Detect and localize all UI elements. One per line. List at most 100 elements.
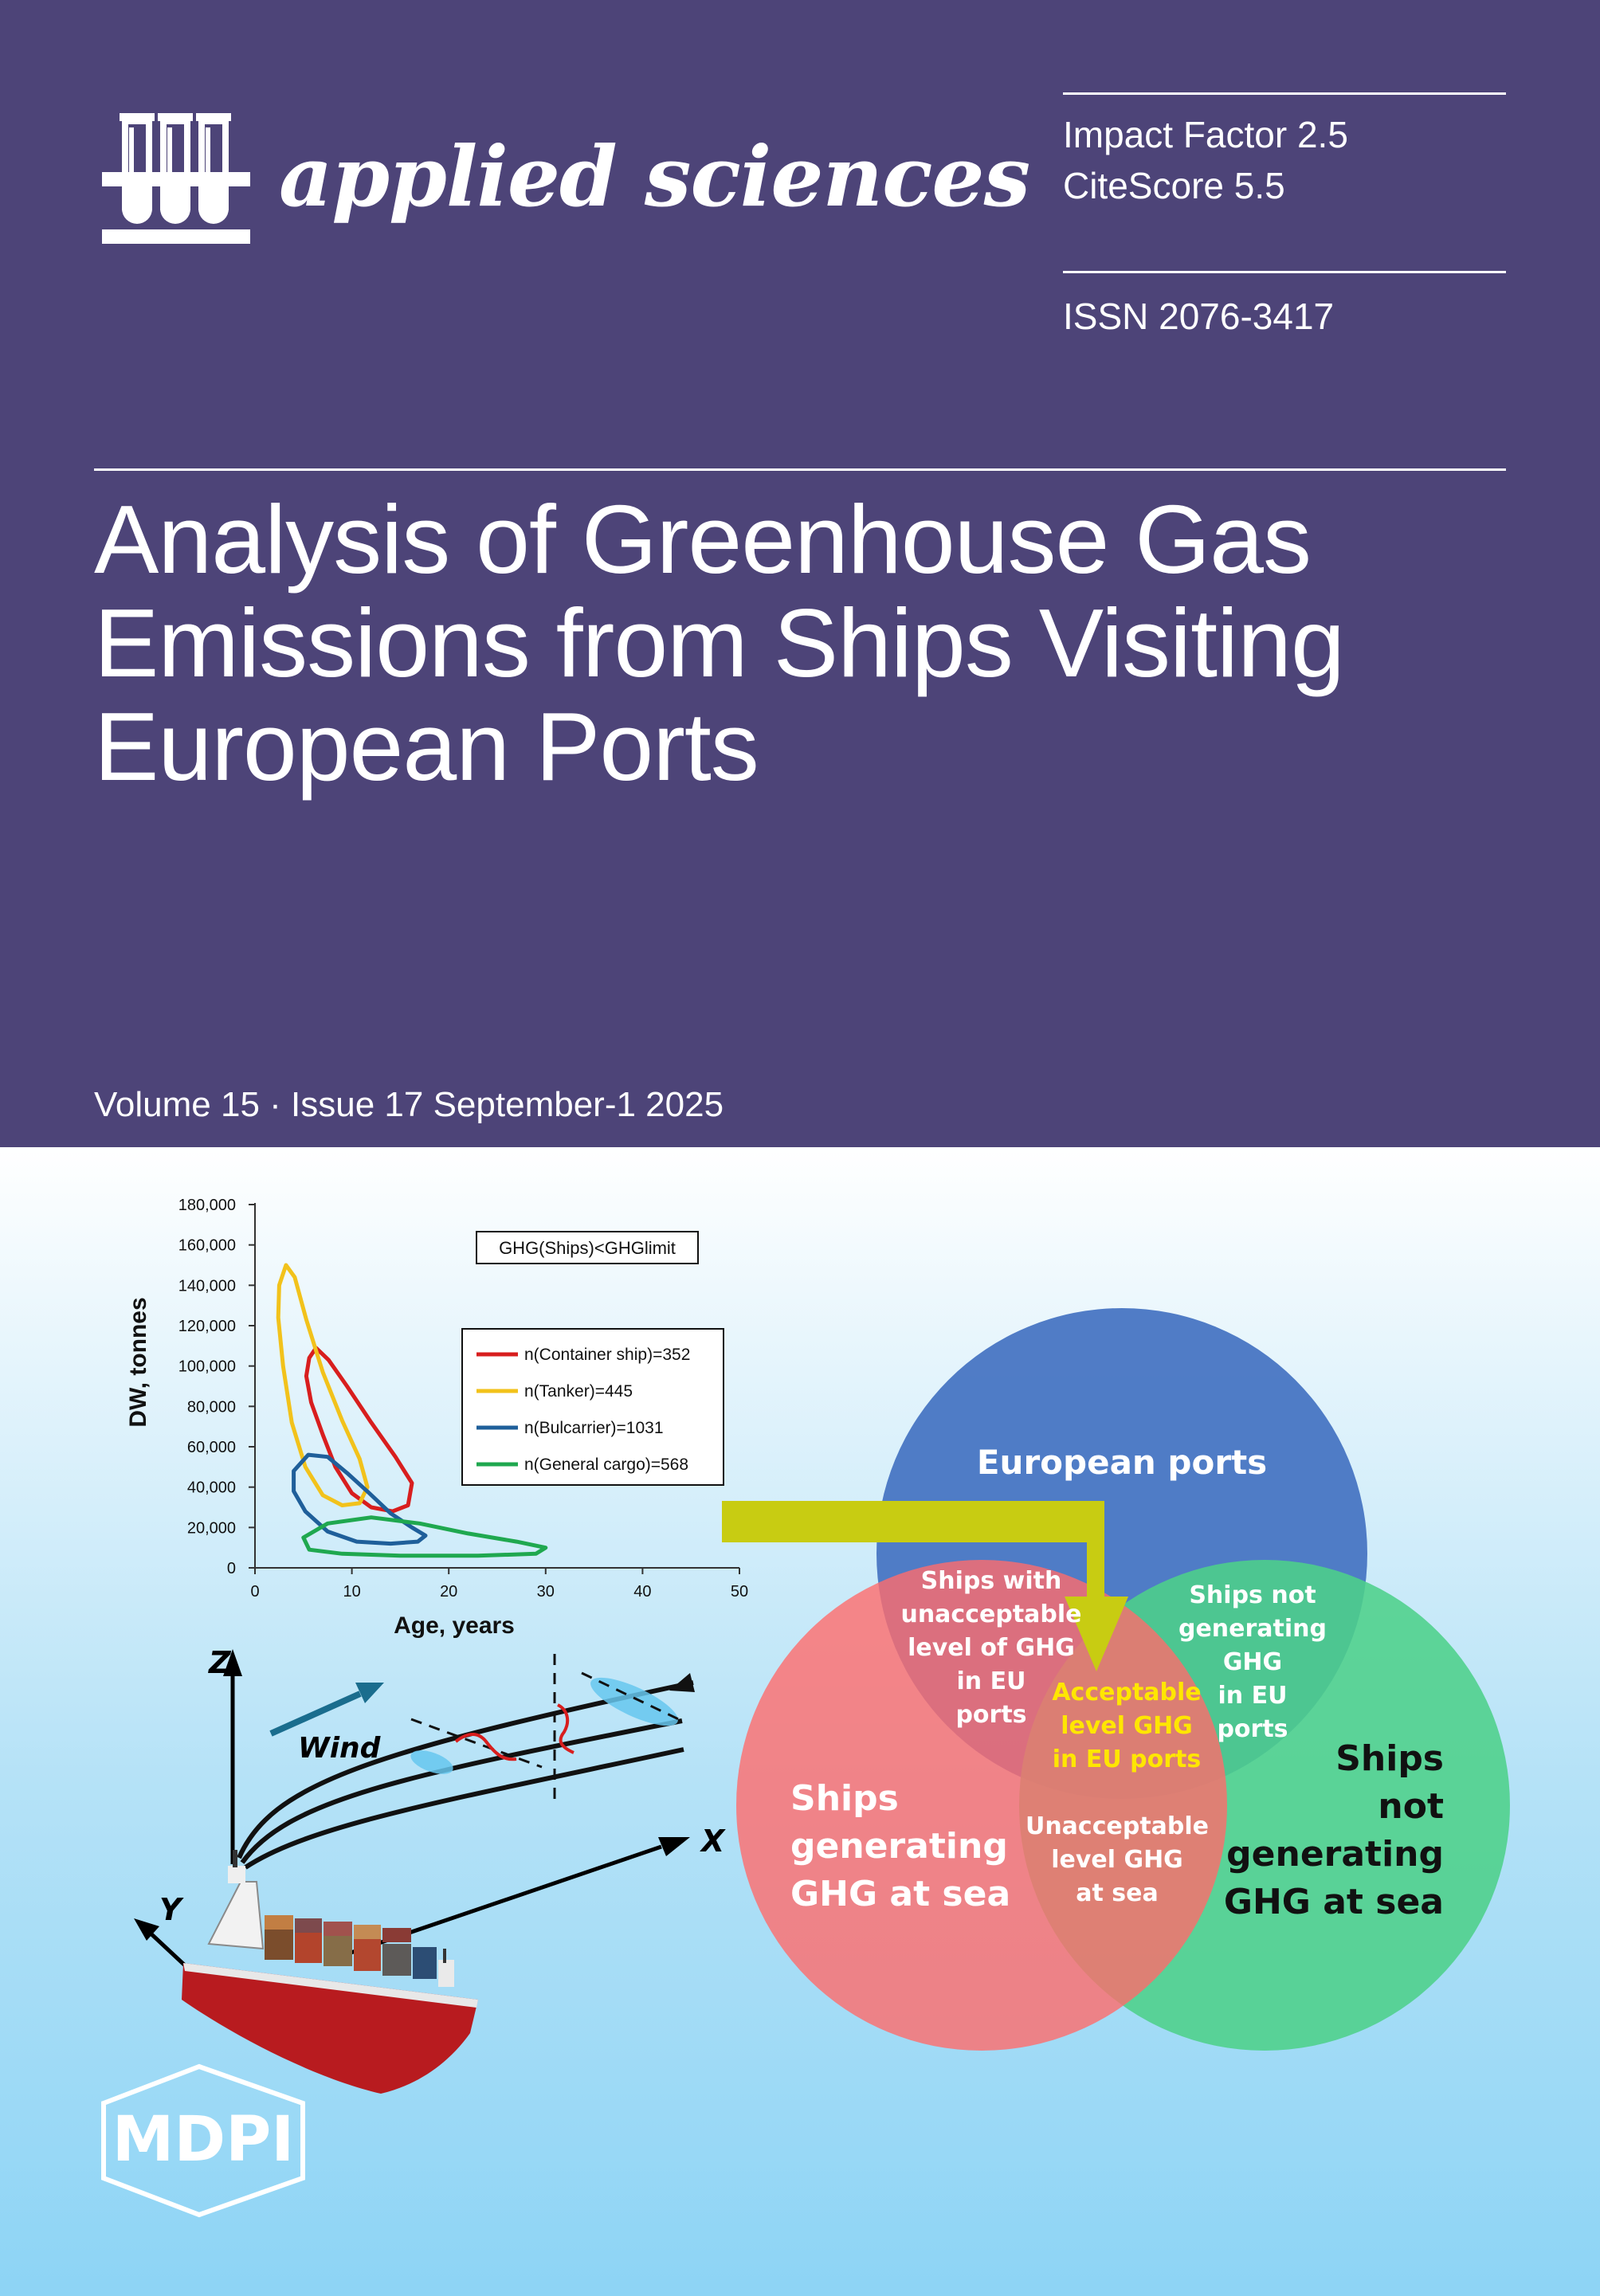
journal-name: applied sciences <box>279 127 1030 225</box>
venn-text-line: GHG at sea <box>790 1874 1010 1914</box>
x-tick-label: 50 <box>731 1583 748 1601</box>
y-arrow-icon <box>134 1918 159 1941</box>
venn-text-line: level of GHG <box>908 1634 1075 1662</box>
x-tick-label: 30 <box>537 1583 555 1601</box>
y-axis-label: DW, tonnes <box>125 1297 151 1427</box>
plume-line <box>244 1747 684 1870</box>
plume-line <box>237 1680 694 1859</box>
mdpi-hexagon-icon <box>101 2063 305 2218</box>
publisher-name: MDPI <box>112 2104 295 2176</box>
y-tick-label: 40,000 <box>187 1479 236 1497</box>
y-tick-label: 140,000 <box>178 1277 236 1295</box>
issue-info: Volume 15 · Issue 17 September-1 2025 <box>94 1085 724 1124</box>
venn-text-line: Unacceptable <box>1025 1812 1209 1840</box>
y-tick-label: 180,000 <box>178 1197 236 1214</box>
legend-label: n(Bulcarrier)=1031 <box>524 1419 664 1437</box>
venn-acceptable-center-label: Acceptable level GHG in EU ports <box>1052 1679 1201 1773</box>
x-axis-label: Age, years <box>394 1612 515 1639</box>
age-dw-chart: 0 20,000 40,000 60,000 80,000 100,000 120,000 1… <box>125 1197 748 1639</box>
venn-text-line: generating <box>1178 1615 1327 1643</box>
legend-label: n(Container ship)=352 <box>524 1346 690 1364</box>
venn-text-line: Acceptable <box>1052 1679 1201 1706</box>
wind-arrow-icon <box>355 1683 384 1703</box>
title-line: Emissions from Ships Visiting <box>94 589 1345 697</box>
mdpi-logo: MDPI <box>101 2063 305 2218</box>
venn-text-line: in EU <box>957 1667 1026 1695</box>
divider <box>1063 92 1506 95</box>
legend-label: n(General cargo)=568 <box>524 1456 688 1474</box>
x-tick-label: 0 <box>250 1583 259 1601</box>
y-tick-label: 80,000 <box>187 1398 236 1416</box>
venn-text-line: generating <box>1226 1834 1444 1875</box>
venn-not-generating-sea-label: Ships not generating GHG at sea <box>1224 1738 1444 1922</box>
venn-text-line: Ships with <box>921 1567 1062 1595</box>
x-tick-label: 10 <box>343 1583 360 1601</box>
article-title: Analysis of Greenhouse Gas Emissions fro… <box>94 488 1544 798</box>
venn-text-line: generating <box>790 1826 1008 1867</box>
series-envelope <box>292 1452 428 1546</box>
venn-text-line: ports <box>955 1701 1026 1729</box>
venn-text-line: level GHG <box>1051 1846 1183 1874</box>
generating-ghg-circle <box>736 1560 1227 2051</box>
container-ship-icon <box>182 1850 478 2094</box>
venn-unacceptable-sea-label: Unacceptable level GHG at sea <box>1025 1812 1209 1907</box>
venn-text-line: in EU <box>1218 1682 1288 1710</box>
venn-not-generating-eu-label: Ships not generating GHG in EU ports <box>1178 1581 1327 1743</box>
venn-generating-sea-label: Ships generating GHG at sea <box>790 1778 1010 1914</box>
legend-label: n(Tanker)=445 <box>524 1382 633 1401</box>
divider <box>94 468 1506 471</box>
venn-arrow-icon <box>722 1501 1128 1671</box>
venn-text-line: unacceptable <box>900 1601 1081 1628</box>
venn-text-line: level GHG <box>1061 1712 1193 1740</box>
y-tick-label: 20,000 <box>187 1519 236 1537</box>
z-axis-label: Z <box>208 1645 232 1680</box>
series-envelope <box>276 1263 370 1507</box>
venn-text-line: Ships <box>790 1778 899 1819</box>
series-envelope <box>304 1346 414 1514</box>
section-line <box>581 1671 686 1724</box>
y-tick-label: 60,000 <box>187 1439 236 1456</box>
y-tick-label: 120,000 <box>178 1318 236 1335</box>
z-arrow-icon <box>223 1649 242 1676</box>
venn-text-line: at sea <box>1076 1879 1158 1907</box>
citescore: CiteScore 5.5 <box>1063 165 1285 206</box>
plume-section <box>410 1750 453 1774</box>
ship-wind-diagram: Z X Y Wind <box>134 1645 726 2094</box>
venn-text-line: Ships not <box>1189 1581 1316 1609</box>
venn-diagram: European ports Ships with unacceptable l… <box>722 1308 1510 2051</box>
y-tick-label: 0 <box>227 1560 236 1577</box>
issn: ISSN 2076-3417 <box>1063 296 1335 337</box>
title-line: European Ports <box>94 692 759 801</box>
venn-text-line: Ships <box>1335 1738 1444 1779</box>
concentration-profile <box>556 1703 575 1754</box>
x-tick-label: 20 <box>440 1583 457 1601</box>
european-ports-label: European ports <box>977 1443 1267 1482</box>
plume-arrow-icon <box>669 1673 695 1692</box>
title-line: Analysis of Greenhouse Gas <box>94 485 1312 594</box>
plume-line <box>240 1718 683 1864</box>
section-line <box>410 1718 543 1769</box>
x-axis-label: X <box>700 1824 726 1859</box>
y-tick-label: 100,000 <box>178 1358 236 1376</box>
wind-label: Wind <box>298 1732 382 1765</box>
venn-unacceptable-eu-label: Ships with unacceptable level of GHG in … <box>900 1567 1081 1729</box>
y-axis-label: Y <box>159 1892 184 1927</box>
venn-text-line: GHG <box>1223 1648 1282 1676</box>
cover-header: applied sciences Impact Factor 2.5 CiteS… <box>0 0 1600 1147</box>
divider <box>1063 271 1506 273</box>
wind-arrow <box>269 1691 362 1737</box>
x-arrow-icon <box>658 1837 690 1856</box>
annotation-box <box>476 1231 699 1264</box>
plume-section <box>590 1677 678 1726</box>
venn-text-line: not <box>1378 1786 1444 1827</box>
chart-annotation: GHG(Ships)<GHGlimit <box>499 1238 676 1258</box>
venn-text-line: ports <box>1217 1715 1288 1743</box>
x-tick-label: 40 <box>633 1583 651 1601</box>
y-tick-label: 160,000 <box>178 1237 236 1255</box>
venn-text-line: in EU ports <box>1053 1746 1201 1773</box>
concentration-profile <box>454 1733 517 1761</box>
impact-factor: Impact Factor 2.5 <box>1063 114 1348 155</box>
venn-text-line: GHG at sea <box>1224 1882 1444 1922</box>
